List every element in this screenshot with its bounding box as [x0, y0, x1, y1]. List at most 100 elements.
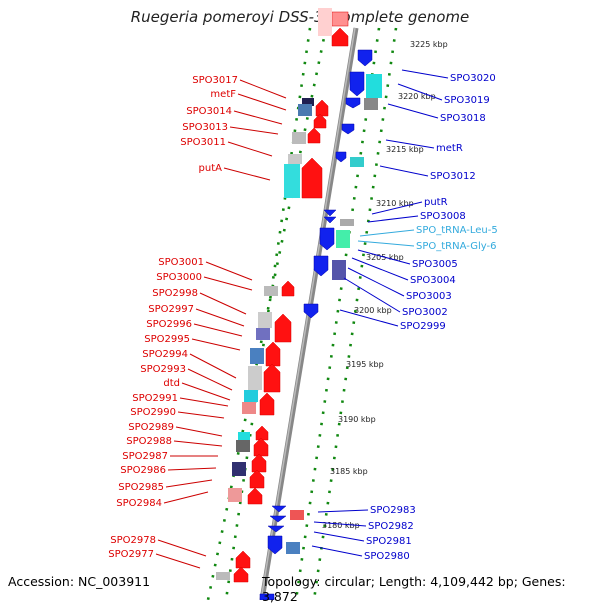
gene-label: SPO2981	[366, 536, 412, 547]
feature-box	[242, 402, 256, 414]
tick-label: 3215 kbp	[386, 145, 424, 154]
gene-label: SPO2983	[370, 505, 416, 516]
gene-arrow	[301, 157, 323, 199]
feature-boxes	[216, 8, 382, 580]
gene-label: SPO2995	[144, 334, 190, 345]
feature-box	[302, 98, 314, 106]
gene-label: SPO2994	[142, 349, 188, 360]
leader-line	[359, 229, 415, 237]
gene-label: SPO2977	[108, 549, 154, 560]
gene-arrow	[323, 209, 337, 217]
feature-box	[292, 132, 306, 144]
leader-line	[203, 276, 253, 291]
gene-label: SPO2999	[400, 321, 446, 332]
leader-line	[155, 553, 201, 569]
gene-label: SPO3014	[186, 106, 232, 117]
tick-label: 3210 kbp	[376, 199, 414, 208]
leader-line	[311, 545, 363, 557]
leader-line	[379, 165, 429, 177]
gene-arrow	[335, 151, 347, 163]
left-labels: SPO3017 metF SPO3014 SPO3013 SPO3011 put…	[108, 75, 287, 569]
leader-line	[367, 215, 419, 223]
feature-box	[366, 74, 382, 98]
gene-label: SPO3004	[410, 275, 456, 286]
leader-line	[199, 292, 247, 315]
gene-label: SPO2989	[128, 422, 174, 433]
gene-label: SPO2980	[364, 551, 410, 562]
gene-label: SPO3002	[402, 307, 448, 318]
leader-line	[239, 79, 287, 99]
gene-arrow	[341, 123, 355, 135]
feature-box	[228, 488, 242, 502]
gene-label: SPO2987	[122, 451, 168, 462]
gene-label: SPO3013	[182, 122, 228, 133]
feature-box	[336, 230, 350, 248]
gene-label: SPO2990	[130, 407, 176, 418]
gene-arrow	[265, 341, 281, 367]
gene-arrow	[255, 425, 269, 441]
feature-box	[232, 462, 246, 476]
leader-line	[165, 479, 213, 488]
leader-line	[313, 531, 365, 542]
gene-arrow	[315, 99, 329, 117]
gene-label: SPO2998	[152, 288, 198, 299]
gene-label: SPO3020	[450, 73, 496, 84]
gene-label: SPO2978	[110, 535, 156, 546]
gene-arrow	[269, 515, 287, 523]
feature-box	[364, 98, 378, 110]
gene-arrow	[263, 363, 281, 393]
gene-label: SPO_tRNA-Leu-5	[416, 225, 498, 236]
gene-label: SPO3003	[406, 291, 452, 302]
gene-label: SPO2996	[146, 319, 192, 330]
gene-label: SPO2985	[118, 482, 164, 493]
gene-label: SPO3012	[430, 171, 476, 182]
leader-line	[157, 539, 207, 557]
gene-label: SPO3018	[440, 113, 486, 124]
leader-line	[229, 126, 279, 135]
leader-line	[181, 382, 231, 401]
leader-line	[173, 440, 223, 447]
feature-box	[248, 366, 262, 390]
tick-label: 3225 kbp	[410, 40, 448, 49]
gene-label: metR	[436, 143, 463, 154]
gene-label: SPO2988	[126, 436, 172, 447]
gene-arrow	[259, 593, 275, 600]
leader-line	[163, 491, 209, 504]
gene-arrow	[313, 113, 327, 129]
feature-box	[340, 219, 354, 226]
leader-line	[189, 353, 237, 379]
forward-genes	[233, 11, 349, 583]
leader-line	[351, 257, 409, 281]
feature-box	[250, 348, 264, 364]
feature-box	[264, 286, 278, 296]
leader-line	[177, 411, 225, 419]
tick-label: 3200 kbp	[354, 306, 392, 315]
gene-label: putR	[424, 197, 448, 208]
gene-label: SPO2993	[140, 364, 186, 375]
leader-line	[357, 249, 411, 265]
gene-arrow	[313, 255, 329, 277]
gene-label: SPO2986	[120, 465, 166, 476]
leader-line	[195, 308, 245, 327]
feature-box	[290, 510, 304, 520]
leader-line	[223, 167, 271, 181]
gene-arrow	[235, 550, 251, 569]
leader-line	[401, 69, 449, 79]
feature-box	[284, 164, 300, 198]
gene-arrow	[349, 71, 365, 97]
tick-label: 3220 kbp	[398, 92, 436, 101]
feature-box	[216, 572, 230, 580]
leader-line	[397, 83, 443, 101]
leader-line	[385, 139, 435, 149]
gene-arrow	[267, 535, 283, 555]
gene-arrow	[251, 453, 267, 473]
feature-box	[288, 154, 302, 164]
gene-arrow	[319, 227, 335, 251]
gene-label: SPO2984	[116, 498, 162, 509]
gene-label: metF	[210, 89, 236, 100]
leader-line	[343, 277, 401, 313]
leader-line	[193, 323, 243, 337]
map-title: Ruegeria pomeroyi DSS-3, complete genome	[130, 8, 470, 26]
tick-label: 3190 kbp	[338, 415, 376, 424]
